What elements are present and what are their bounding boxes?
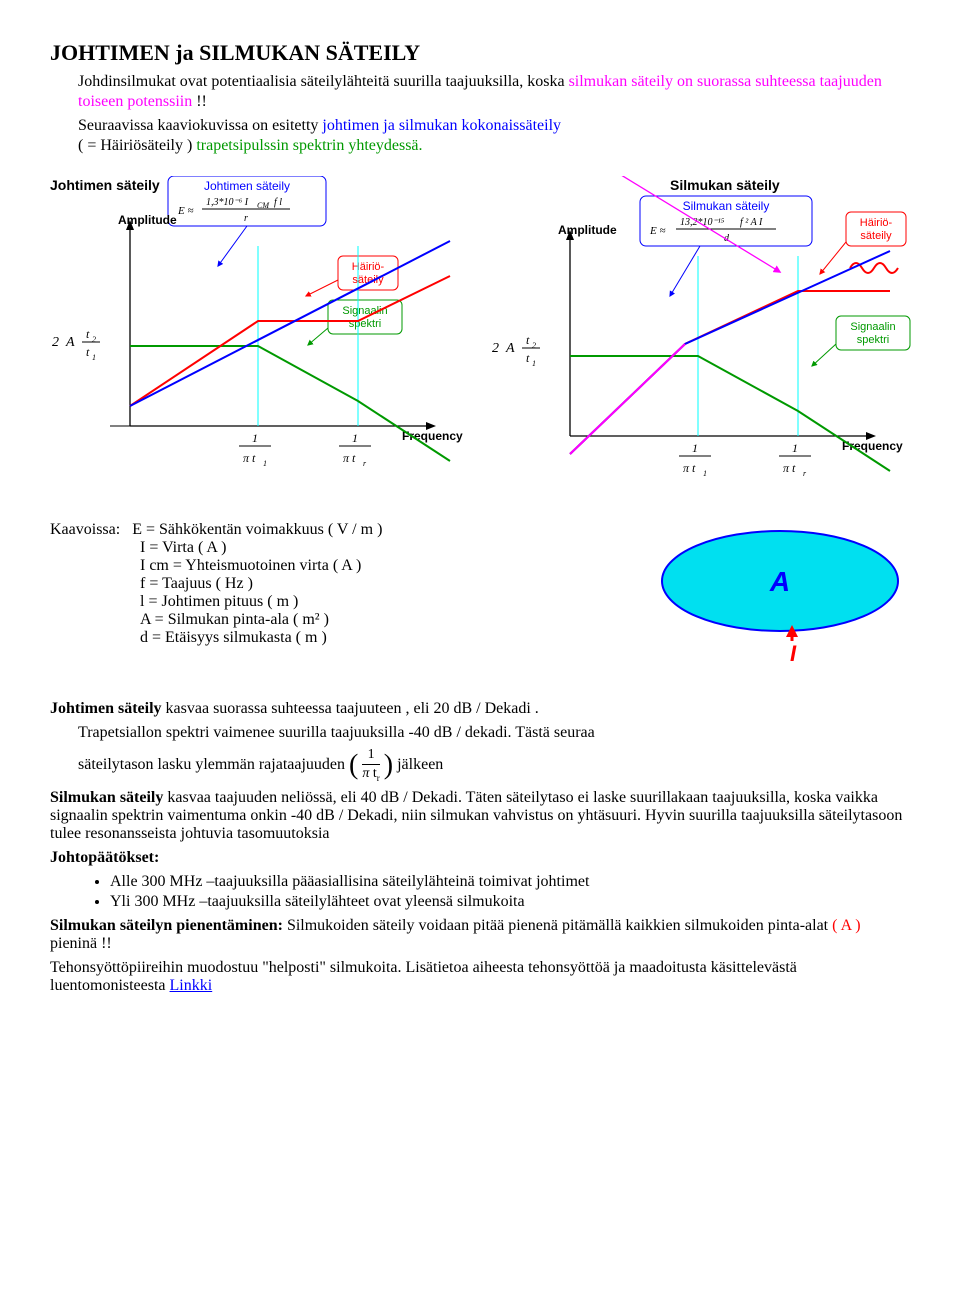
svg-text:Amplitude: Amplitude <box>558 223 617 237</box>
linkki-link[interactable]: Linkki <box>170 977 213 994</box>
frac-num: 1 <box>362 748 379 765</box>
svg-text:t: t <box>526 333 530 347</box>
sp1d: pieninä !! <box>50 935 112 952</box>
svg-text:1: 1 <box>263 459 267 468</box>
ellipse-diagram: A I <box>650 521 910 686</box>
kaava-line-4: l = Johtimen pituus ( m ) <box>140 593 610 611</box>
johtimen-para: Johtimen säteily kasvaa suorassa suhtees… <box>50 700 910 718</box>
figure-right: Silmukan säteily Silmukan säteily E ≈ 13… <box>490 176 930 491</box>
tehon-para: Tehonsyöttöpiireihin muodostuu "helposti… <box>50 959 910 995</box>
kaava-line-5: A = Silmukan pinta-ala ( m² ) <box>140 611 610 629</box>
johtopaatokset-heading: Johtopäätökset: <box>50 849 910 867</box>
s1a: Silmukan säteily <box>50 789 163 806</box>
intro-p2a: Seuraavissa kaaviokuvissa on esitetty <box>78 117 322 134</box>
svg-text:A: A <box>65 335 75 350</box>
freq-fraction: 1 π tr <box>362 748 379 783</box>
j3a: säteilytason lasku ylemmän rajataajuuden <box>78 756 349 773</box>
kaava-line-1: I = Virta ( A ) <box>140 539 610 557</box>
t1: Tehonsyöttöpiireihin muodostuu "helposti… <box>50 959 797 994</box>
sp1b: Silmukoiden säteily voidaan pitää pienen… <box>287 917 832 934</box>
fig-right-title: Silmukan säteily <box>670 177 780 193</box>
conclusions-list: Alle 300 MHz –taajuuksilla pääasiallisin… <box>110 873 910 911</box>
svg-text:Silmukan säteily: Silmukan säteily <box>683 199 770 213</box>
kaava-block: Kaavoissa: E = Sähkökentän voimakkuus ( … <box>50 521 910 686</box>
svg-text:π t: π t <box>683 461 696 475</box>
svg-text:Häiriö-: Häiriö- <box>352 261 385 273</box>
kaava-line-3: f = Taajuus ( Hz ) <box>140 575 610 593</box>
svg-text:2: 2 <box>492 341 499 356</box>
svg-text:A: A <box>505 341 515 356</box>
ellipse-I-label: I <box>790 641 797 666</box>
svg-text:1: 1 <box>692 441 698 455</box>
svg-text:1,3*10⁻⁶ I: 1,3*10⁻⁶ I <box>206 197 249 208</box>
svg-text:r: r <box>803 469 807 478</box>
svg-text:1: 1 <box>252 431 258 445</box>
svg-text:Signaalin: Signaalin <box>850 321 895 333</box>
svg-text:r: r <box>244 213 248 224</box>
s1b: kasvaa taajuuden neliössä, eli 40 dB / D… <box>50 789 902 842</box>
kaava-text: Kaavoissa: E = Sähkökentän voimakkuus ( … <box>50 521 610 686</box>
intro-p2b: johtimen ja silmukan kokonaissäteily <box>322 117 561 134</box>
curve-signal-right <box>570 356 890 471</box>
curve-hairio-left <box>130 276 450 406</box>
sp1a: Silmukan säteilyn pienentäminen: <box>50 917 283 934</box>
curve-signal-left <box>130 346 450 461</box>
svg-text:E ≈: E ≈ <box>177 205 194 217</box>
j1a: Johtimen säteily <box>50 700 162 717</box>
svg-text:1: 1 <box>703 469 707 478</box>
silmukan-para: Silmukan säteily kasvaa taajuuden neliös… <box>50 789 910 843</box>
svg-text:π t: π t <box>243 451 256 465</box>
svg-text:Amplitude: Amplitude <box>118 213 177 227</box>
kaava-line-0: E = Sähkökentän voimakkuus ( V / m ) <box>132 521 382 538</box>
j2: Trapetsiallon spektri vaimenee suurilla … <box>78 724 910 742</box>
svg-text:spektri: spektri <box>349 318 381 330</box>
ellipse-A-label: A <box>769 566 790 597</box>
kaava-lead: Kaavoissa: <box>50 521 120 538</box>
svg-text:1: 1 <box>792 441 798 455</box>
svg-text:π t: π t <box>783 461 796 475</box>
conclusion-1: Alle 300 MHz –taajuuksilla pääasiallisin… <box>110 873 910 891</box>
intro-p2c: ( = Häiriösäteily ) <box>78 137 196 154</box>
intro-p1a: Johdinsilmukat ovat potentiaalisia sätei… <box>78 73 569 90</box>
svg-text:spektri: spektri <box>857 334 889 346</box>
silmukan-pienentaminen: Silmukan säteilyn pienentäminen: Silmuko… <box>50 917 910 953</box>
intro-p1: Johdinsilmukat ovat potentiaalisia sätei… <box>78 72 910 112</box>
svg-text:r: r <box>363 459 367 468</box>
svg-text:f l: f l <box>274 197 282 208</box>
sp1c: ( A ) <box>832 917 860 934</box>
silmukan-chart: Silmukan säteily Silmukan säteily E ≈ 13… <box>490 176 930 486</box>
figure-left: Johtimen säteily Johtimen säteily E ≈ 1,… <box>50 176 470 491</box>
j3: säteilytason lasku ylemmän rajataajuuden… <box>78 748 910 783</box>
svg-text:1: 1 <box>92 353 96 362</box>
intro-p2: Seuraavissa kaaviokuvissa on esitetty jo… <box>78 116 910 156</box>
svg-text:säteily: säteily <box>860 230 892 242</box>
svg-text:t: t <box>86 345 90 359</box>
svg-text:13,2*10⁻¹⁵: 13,2*10⁻¹⁵ <box>680 217 725 228</box>
svg-text:1: 1 <box>532 359 536 368</box>
kaava-line-2: I cm = Yhteismuotoinen virta ( A ) <box>140 557 610 575</box>
svg-text:2: 2 <box>52 335 59 350</box>
svg-text:f ² A I: f ² A I <box>740 217 763 228</box>
svg-text:E ≈: E ≈ <box>649 225 666 237</box>
svg-text:t: t <box>526 351 530 365</box>
j1b: kasvaa suorassa suhteessa taajuuteen , e… <box>166 700 539 717</box>
curve-sateily-right <box>570 251 890 454</box>
svg-text:π t: π t <box>343 451 356 465</box>
page-title: JOHTIMEN ja SILMUKAN SÄTEILY <box>50 40 910 66</box>
kaava-line-6: d = Etäisyys silmukasta ( m ) <box>140 629 610 647</box>
formula-label-left: Johtimen säteily <box>204 179 290 193</box>
intro-p2d: trapetsipulssin spektrin yhteydessä. <box>196 137 422 154</box>
svg-text:2: 2 <box>532 341 536 350</box>
svg-text:Häiriö-: Häiriö- <box>860 217 893 229</box>
figures-row: Johtimen säteily Johtimen säteily E ≈ 1,… <box>50 176 910 491</box>
fig-left-title: Johtimen säteily <box>50 177 160 193</box>
svg-text:t: t <box>86 327 90 341</box>
svg-text:Signaalin: Signaalin <box>342 305 387 317</box>
j3b: jälkeen <box>397 756 443 773</box>
conclusion-2: Yli 300 MHz –taajuuksilla säteilylähteet… <box>110 893 910 911</box>
intro-p1c: !! <box>196 93 207 110</box>
svg-text:2: 2 <box>92 335 96 344</box>
svg-text:1: 1 <box>352 431 358 445</box>
johtimen-chart: Johtimen säteily Johtimen säteily E ≈ 1,… <box>50 176 470 486</box>
